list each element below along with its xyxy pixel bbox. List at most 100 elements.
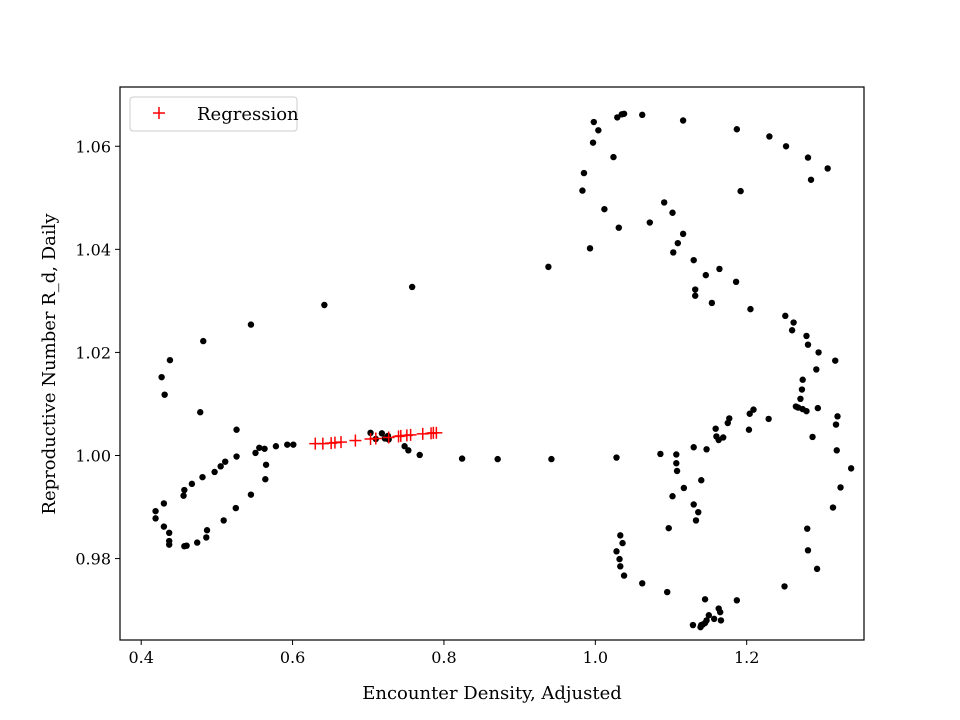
y-tick-label: 1.02 [75, 343, 111, 362]
x-tick-label: 0.8 [431, 648, 456, 667]
data-point [670, 249, 677, 256]
data-point [717, 617, 725, 624]
data-point [181, 486, 188, 494]
data-point [673, 460, 680, 467]
points-layer [152, 110, 855, 631]
data-point [217, 463, 224, 470]
legend-plus-mark [153, 107, 165, 119]
data-point [690, 444, 697, 451]
data-point [673, 451, 680, 458]
data-point [232, 504, 240, 512]
data-point [804, 154, 812, 161]
data-point [790, 319, 797, 326]
data-point [733, 597, 741, 604]
data-point [657, 450, 664, 458]
data-point [405, 447, 412, 454]
data-point [665, 524, 672, 532]
data-point [416, 451, 423, 459]
data-point [166, 356, 174, 364]
data-point [256, 444, 263, 451]
y-tick-label: 1.00 [75, 446, 111, 465]
data-point [669, 209, 676, 216]
data-point [165, 529, 173, 537]
data-point [797, 395, 804, 403]
data-point [782, 312, 789, 320]
data-point [712, 425, 719, 432]
data-point [692, 292, 699, 299]
data-point [617, 532, 624, 539]
data-point [188, 480, 196, 488]
data-point [614, 114, 621, 121]
data-point [619, 539, 626, 547]
data-point [321, 301, 328, 309]
data-point [737, 187, 744, 195]
data-point [782, 143, 790, 150]
data-point [690, 501, 697, 508]
data-point [781, 583, 788, 590]
data-point [617, 563, 624, 570]
x-axis-ticks: 0.4 0.6 0.8 1.0 1.2 [128, 640, 759, 667]
data-point [833, 447, 840, 454]
data-point [200, 337, 207, 345]
regression-point [430, 426, 443, 439]
data-point [615, 224, 622, 231]
data-point [832, 357, 839, 364]
data-point [579, 187, 586, 194]
data-point [847, 465, 855, 472]
data-point [766, 133, 773, 140]
data-point [458, 455, 466, 462]
data-point [814, 404, 822, 412]
data-point [807, 176, 815, 183]
data-point [639, 580, 646, 587]
data-point [708, 299, 716, 307]
y-tick-label: 0.98 [75, 550, 111, 569]
data-point [284, 441, 291, 448]
data-point [367, 429, 374, 437]
data-point [639, 111, 646, 119]
data-point [197, 409, 204, 416]
data-point [765, 415, 772, 423]
data-point [698, 477, 705, 484]
data-point [220, 517, 227, 524]
data-point [660, 199, 668, 206]
data-point [716, 608, 724, 616]
data-point [262, 476, 269, 483]
data-point [733, 126, 741, 133]
data-point [613, 548, 620, 555]
data-point [595, 127, 602, 134]
data-point [692, 517, 700, 524]
data-point [680, 484, 688, 492]
data-point [804, 547, 812, 554]
data-point [690, 256, 697, 264]
data-point [160, 500, 168, 507]
data-point [183, 542, 190, 549]
data-point [545, 263, 552, 271]
data-point [679, 230, 687, 238]
data-point [152, 507, 159, 515]
data-point [290, 441, 297, 448]
data-point [203, 534, 210, 541]
legend-label-regression: Regression [197, 104, 299, 125]
data-point [252, 449, 259, 457]
data-point [613, 454, 620, 461]
data-point [194, 539, 201, 546]
data-point [620, 110, 628, 117]
data-point [610, 153, 617, 161]
data-point [233, 426, 240, 433]
data-point [689, 621, 697, 629]
regression-point [404, 428, 417, 441]
x-tick-label: 0.6 [280, 648, 305, 667]
data-point [262, 461, 270, 468]
data-point [809, 433, 816, 441]
data-point [548, 455, 555, 463]
data-point [590, 118, 597, 126]
regression-point [335, 436, 348, 449]
data-point [233, 453, 240, 460]
data-point [580, 169, 588, 177]
data-point [494, 455, 501, 463]
regression-point [369, 432, 382, 445]
data-point [837, 484, 844, 491]
legend-box [129, 96, 298, 132]
data-point [664, 588, 671, 596]
